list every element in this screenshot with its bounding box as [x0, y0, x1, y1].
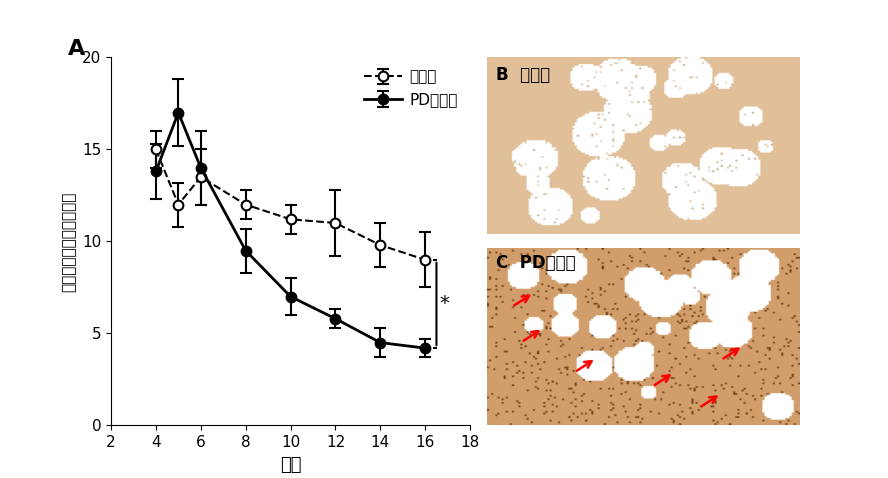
Y-axis label: 行動量（移動区画／分）: 行動量（移動区画／分） — [61, 191, 76, 292]
Text: C  PDモデル: C PDモデル — [496, 254, 576, 272]
Text: A: A — [67, 39, 85, 59]
X-axis label: 月齢: 月齢 — [280, 456, 301, 474]
Text: B  野生型: B 野生型 — [496, 66, 551, 84]
Text: *: * — [440, 294, 449, 314]
Legend: 野生型, PDモデル: 野生型, PDモデル — [359, 65, 463, 112]
